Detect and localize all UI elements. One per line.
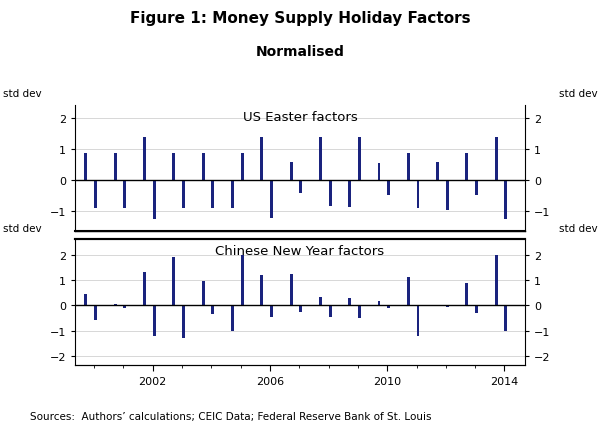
Bar [182, 181, 185, 209]
Bar [290, 274, 293, 306]
Bar [94, 181, 97, 209]
Bar [329, 181, 332, 206]
Bar [387, 306, 390, 308]
Bar [152, 306, 155, 336]
Bar [231, 181, 234, 209]
Bar [299, 306, 302, 312]
Bar [113, 154, 116, 181]
Text: Normalised: Normalised [256, 45, 344, 59]
Text: std dev: std dev [559, 223, 598, 233]
Bar [94, 306, 97, 320]
Bar [124, 181, 127, 209]
Bar [211, 306, 214, 315]
Text: Figure 1: Money Supply Holiday Factors: Figure 1: Money Supply Holiday Factors [130, 11, 470, 26]
Bar [466, 154, 469, 181]
Bar [495, 138, 498, 181]
Bar [416, 306, 419, 336]
Bar [495, 255, 498, 306]
Bar [319, 297, 322, 306]
Text: US Easter factors: US Easter factors [242, 111, 358, 123]
Text: std dev: std dev [559, 89, 598, 99]
Bar [260, 138, 263, 181]
Text: std dev: std dev [2, 89, 41, 99]
Bar [260, 275, 263, 306]
Bar [270, 306, 273, 317]
Bar [505, 306, 508, 331]
Text: Chinese New Year factors: Chinese New Year factors [215, 245, 385, 258]
Bar [505, 181, 508, 220]
Bar [299, 181, 302, 194]
Bar [358, 138, 361, 181]
Bar [329, 306, 332, 317]
Bar [377, 301, 380, 306]
Bar [475, 306, 478, 313]
Bar [387, 181, 390, 195]
Bar [407, 278, 410, 306]
Text: std dev: std dev [2, 223, 41, 233]
Bar [348, 298, 351, 306]
Bar [202, 282, 205, 306]
Bar [172, 154, 175, 181]
Bar [124, 306, 127, 308]
Bar [143, 273, 146, 306]
Bar [231, 306, 234, 332]
Bar [416, 181, 419, 209]
Bar [466, 283, 469, 306]
Bar [241, 255, 244, 306]
Bar [202, 154, 205, 181]
Bar [377, 164, 380, 181]
Bar [211, 181, 214, 209]
Bar [241, 154, 244, 181]
Text: Sources:  Authors’ calculations; CEIC Data; Federal Reserve Bank of St. Louis: Sources: Authors’ calculations; CEIC Dat… [30, 412, 431, 421]
Bar [85, 154, 88, 181]
Bar [446, 306, 449, 307]
Bar [446, 181, 449, 211]
Bar [152, 181, 155, 220]
Bar [436, 163, 439, 181]
Bar [270, 181, 273, 219]
Bar [113, 304, 116, 306]
Bar [348, 181, 351, 208]
Bar [85, 295, 88, 306]
Bar [143, 138, 146, 181]
Bar [172, 258, 175, 306]
Bar [182, 306, 185, 338]
Bar [358, 306, 361, 319]
Bar [407, 154, 410, 181]
Bar [290, 163, 293, 181]
Bar [319, 138, 322, 181]
Bar [475, 181, 478, 195]
